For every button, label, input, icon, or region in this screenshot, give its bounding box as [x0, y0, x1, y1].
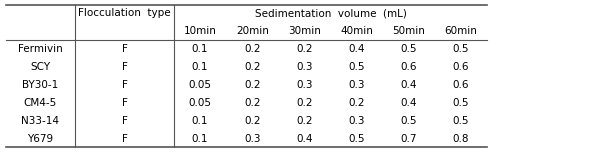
- Text: F: F: [122, 62, 127, 72]
- Text: 0.5: 0.5: [349, 62, 365, 72]
- Text: F: F: [122, 80, 127, 90]
- Text: 0.5: 0.5: [453, 44, 469, 54]
- Text: F: F: [122, 98, 127, 108]
- Text: 0.3: 0.3: [349, 116, 365, 126]
- Text: 0.3: 0.3: [349, 80, 365, 90]
- Text: 0.1: 0.1: [192, 133, 208, 143]
- Text: 0.6: 0.6: [453, 80, 469, 90]
- Text: SCY: SCY: [31, 62, 50, 72]
- Text: 0.1: 0.1: [192, 44, 208, 54]
- Text: 60min: 60min: [445, 26, 478, 36]
- Text: 0.2: 0.2: [296, 44, 313, 54]
- Text: 0.5: 0.5: [453, 98, 469, 108]
- Text: 0.2: 0.2: [296, 116, 313, 126]
- Text: CM4-5: CM4-5: [24, 98, 57, 108]
- Text: BY30-1: BY30-1: [22, 80, 59, 90]
- Text: F: F: [122, 44, 127, 54]
- Text: 40min: 40min: [340, 26, 373, 36]
- Text: 0.05: 0.05: [188, 80, 212, 90]
- Text: 0.7: 0.7: [401, 133, 417, 143]
- Text: F: F: [122, 133, 127, 143]
- Text: 0.3: 0.3: [296, 80, 313, 90]
- Text: 0.2: 0.2: [244, 62, 260, 72]
- Text: 0.5: 0.5: [453, 116, 469, 126]
- Text: Y679: Y679: [28, 133, 53, 143]
- Text: 0.2: 0.2: [244, 80, 260, 90]
- Text: 0.1: 0.1: [192, 116, 208, 126]
- Text: 0.6: 0.6: [401, 62, 417, 72]
- Text: 0.5: 0.5: [401, 44, 417, 54]
- Text: 0.2: 0.2: [244, 98, 260, 108]
- Text: 0.2: 0.2: [296, 98, 313, 108]
- Text: 0.5: 0.5: [349, 133, 365, 143]
- Text: F: F: [122, 116, 127, 126]
- Text: Fermivin: Fermivin: [18, 44, 63, 54]
- Text: N33-14: N33-14: [22, 116, 59, 126]
- Text: 0.6: 0.6: [453, 62, 469, 72]
- Text: 0.3: 0.3: [244, 133, 260, 143]
- Text: Sedimentation  volume  (mL): Sedimentation volume (mL): [254, 9, 407, 19]
- Text: 0.2: 0.2: [244, 116, 260, 126]
- Text: 0.4: 0.4: [296, 133, 313, 143]
- Text: 20min: 20min: [236, 26, 269, 36]
- Text: 0.4: 0.4: [401, 98, 417, 108]
- Text: 50min: 50min: [392, 26, 425, 36]
- Text: Flocculation  type: Flocculation type: [78, 9, 171, 19]
- Text: 0.8: 0.8: [453, 133, 469, 143]
- Text: 0.4: 0.4: [401, 80, 417, 90]
- Text: 30min: 30min: [288, 26, 321, 36]
- Text: 10min: 10min: [184, 26, 217, 36]
- Text: 0.5: 0.5: [401, 116, 417, 126]
- Text: 0.1: 0.1: [192, 62, 208, 72]
- Text: 0.4: 0.4: [349, 44, 365, 54]
- Text: 0.2: 0.2: [244, 44, 260, 54]
- Text: 0.2: 0.2: [349, 98, 365, 108]
- Text: 0.05: 0.05: [188, 98, 212, 108]
- Text: 0.3: 0.3: [296, 62, 313, 72]
